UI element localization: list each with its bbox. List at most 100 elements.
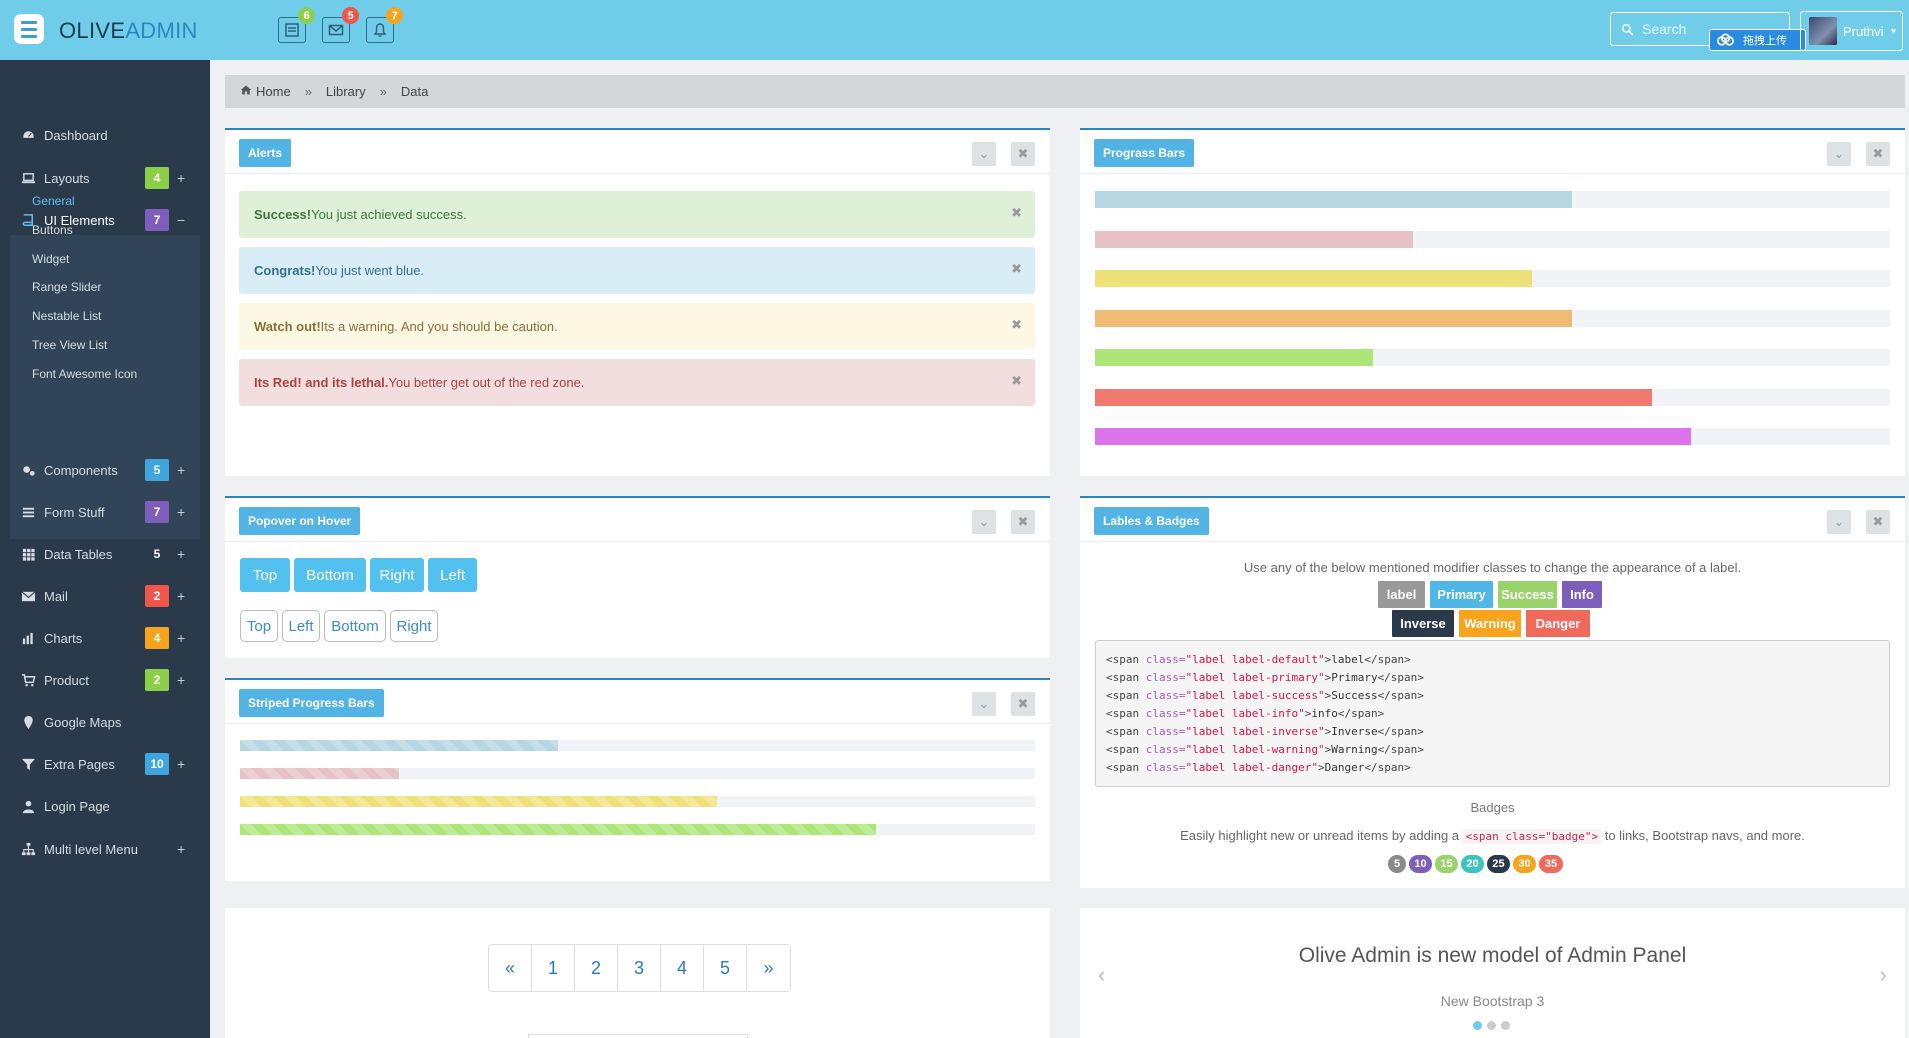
carousel-dot[interactable] <box>1473 1021 1482 1030</box>
envelope-icon[interactable]: 5 <box>322 7 359 43</box>
striped-progress-bar <box>240 740 1035 751</box>
expand-toggle-icon[interactable]: + <box>177 588 186 604</box>
popover-right-outline-button[interactable]: Right <box>390 610 438 642</box>
sidebar-item-form-stuff[interactable]: Form Stuff 7 + <box>0 487 210 537</box>
pagination-page[interactable]: 2 <box>575 945 618 991</box>
sidebar-item-dashboard[interactable]: Dashboard <box>0 110 210 160</box>
breadcrumb-library[interactable]: Library <box>325 84 366 99</box>
close-icon[interactable]: ✖ <box>1011 317 1022 332</box>
submenu-item-nestable-list[interactable]: Nestable List <box>32 309 102 323</box>
popover-left-button[interactable]: Left <box>428 558 477 592</box>
collapse-icon[interactable]: ⌄ <box>972 142 996 166</box>
menu-toggle-button[interactable] <box>14 14 44 44</box>
popover-bottom-outline-button[interactable]: Bottom <box>324 610 386 642</box>
expand-toggle-icon[interactable]: + <box>177 756 186 772</box>
popover-bottom-button[interactable]: Bottom <box>294 558 366 592</box>
bell-icon[interactable]: 7 <box>366 7 403 43</box>
collapse-icon[interactable]: ⌄ <box>1827 510 1851 534</box>
pagination-next[interactable]: » <box>763 957 774 978</box>
pagination-prev[interactable]: « <box>489 945 532 991</box>
sidebar-item-google-maps[interactable]: Google Maps <box>0 697 210 747</box>
submenu-item-tree-view-list[interactable]: Tree View List <box>32 338 108 352</box>
submenu-item-range-slider[interactable]: Range Slider <box>32 280 102 294</box>
submenu-item-widget[interactable]: Widget <box>32 252 70 266</box>
progress-bars-panel: Prograss Bars ⌄ ✖ <box>1080 128 1905 476</box>
close-icon[interactable]: ✖ <box>1011 142 1035 166</box>
search-icon <box>1621 23 1634 35</box>
carousel-dot[interactable] <box>1501 1021 1510 1030</box>
carousel-next-icon[interactable]: › <box>1879 962 1887 987</box>
expand-toggle-icon[interactable]: + <box>177 546 186 562</box>
sidebar-item-label: Charts <box>44 630 83 646</box>
sidebar-item-multi-level-menu[interactable]: Multi level Menu + <box>0 824 210 874</box>
popover-left-outline-button[interactable]: Left <box>282 610 320 642</box>
expand-toggle-icon[interactable]: + <box>177 170 186 186</box>
sidebar-item-charts[interactable]: Charts 4 + <box>0 613 210 663</box>
expand-toggle-icon[interactable]: + <box>177 504 186 520</box>
submenu-item-general[interactable]: General <box>32 194 75 208</box>
pagination-page[interactable]: 3 <box>618 945 661 991</box>
sidebar-item-label: Google Maps <box>44 714 122 730</box>
panel-title: Lables & Badges <box>1094 507 1209 535</box>
submenu-item-buttons[interactable]: Buttons <box>32 223 73 237</box>
panel-header: Lables & Badges ⌄ ✖ <box>1080 498 1905 542</box>
pagination-page[interactable]: 1 <box>532 945 575 991</box>
table-icon <box>20 546 36 562</box>
avatar <box>1809 17 1837 45</box>
close-icon[interactable]: ✖ <box>1011 510 1035 534</box>
tasks-icon[interactable]: 6 <box>278 7 315 43</box>
sidebar-item-data-tables[interactable]: Data Tables 5 + <box>0 529 210 579</box>
caret-down-icon: ▼ <box>1889 26 1898 36</box>
expand-toggle-icon[interactable]: + <box>177 841 186 857</box>
expand-toggle-icon[interactable]: + <box>177 630 186 646</box>
sidebar-item-count-badge: 4 <box>145 627 169 649</box>
close-icon[interactable]: ✖ <box>1011 692 1035 716</box>
progress-bar-fill <box>1095 230 1413 248</box>
carousel-prev-icon[interactable]: ‹ <box>1098 962 1106 987</box>
sidebar-item-components[interactable]: Components 5 + <box>0 445 210 495</box>
sidebar-item-count-badge: 7 <box>145 209 169 231</box>
user-menu[interactable]: Pruthvi ▼ <box>1800 11 1903 51</box>
label-warning: Warning <box>1459 610 1521 637</box>
alerts-count-badge: 7 <box>386 7 403 24</box>
popover-panel: Popover on Hover ⌄ ✖ Top Bottom Right Le… <box>225 496 1050 658</box>
collapse-icon[interactable]: ⌄ <box>972 692 996 716</box>
striped-progress-fill <box>240 824 876 835</box>
submenu-item-font-awesome-icon[interactable]: Font Awesome Icon <box>32 367 138 381</box>
alert-strong: Success! <box>254 207 312 222</box>
collapse-icon[interactable]: ⌄ <box>1827 142 1851 166</box>
sidebar-item-ui-elements[interactable]: UI Elements 7− <box>0 195 210 245</box>
carousel-dot[interactable] <box>1487 1021 1496 1030</box>
sidebar-item-count-badge: 5 <box>145 543 169 565</box>
expand-toggle-icon[interactable]: − <box>177 212 186 228</box>
alert-message: Its Red! and its lethal. You better get … <box>239 359 1035 406</box>
alert-text: You just went blue. <box>315 263 425 278</box>
close-icon[interactable]: ✖ <box>1866 142 1890 166</box>
sidebar-item-login-page[interactable]: Login Page <box>0 781 210 831</box>
sidebar-item-extra-pages[interactable]: Extra Pages 10 + <box>0 739 210 789</box>
popover-right-button[interactable]: Right <box>370 558 424 592</box>
collapse-icon[interactable]: ⌄ <box>972 510 996 534</box>
upload-button[interactable]: 拖拽上传 <box>1709 29 1806 51</box>
panel-title: Prograss Bars <box>1094 139 1195 167</box>
popover-top-button[interactable]: Top <box>240 558 290 592</box>
progress-bar <box>1095 349 1890 366</box>
code-line: <span class="label label-info">info</spa… <box>1106 707 1385 720</box>
sidebar-item-mail[interactable]: Mail 2 + <box>0 571 210 621</box>
pagination-page[interactable]: 4 <box>661 945 704 991</box>
brand-logo[interactable]: OLIVEADMIN <box>59 18 198 43</box>
list-icon <box>20 504 36 520</box>
expand-toggle-icon[interactable]: + <box>177 462 186 478</box>
breadcrumb-home[interactable]: Home <box>256 84 291 99</box>
close-icon[interactable]: ✖ <box>1866 510 1890 534</box>
sidebar-item-product[interactable]: Product 2 + <box>0 655 210 705</box>
pagination-page[interactable]: 5 <box>704 945 747 991</box>
close-icon[interactable]: ✖ <box>1011 373 1022 388</box>
badge: 10 <box>1409 855 1432 873</box>
popover-top-outline-button[interactable]: Top <box>240 610 278 642</box>
sidebar-item-layouts[interactable]: Layouts 4 + <box>0 153 210 203</box>
sidebar-item-label: Mail <box>44 588 68 604</box>
close-icon[interactable]: ✖ <box>1011 205 1022 220</box>
close-icon[interactable]: ✖ <box>1011 261 1022 276</box>
expand-toggle-icon[interactable]: + <box>177 672 186 688</box>
